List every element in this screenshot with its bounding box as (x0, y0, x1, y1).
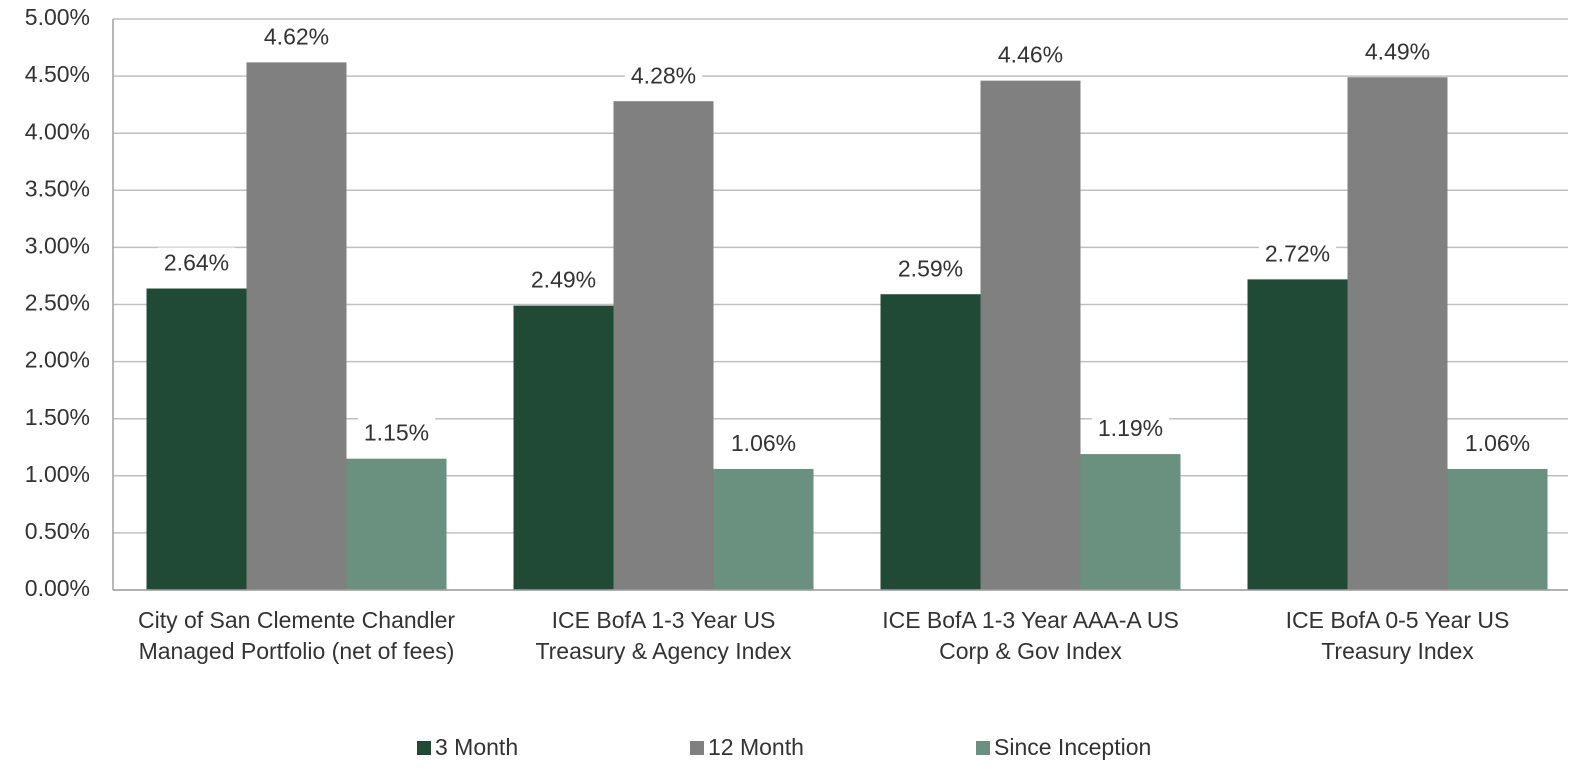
x-tick-label: Corp & Gov Index (939, 638, 1122, 664)
y-tick-label: 5.00% (25, 4, 90, 30)
bar (980, 80, 1081, 590)
y-tick-label: 2.50% (25, 290, 90, 316)
data-label: 4.28% (631, 62, 696, 88)
label-bg (1358, 36, 1437, 67)
legend-swatch (690, 741, 704, 755)
data-label: 1.06% (731, 430, 796, 456)
data-label: 2.72% (1265, 240, 1330, 266)
bar (880, 294, 981, 590)
legend-swatch (976, 741, 990, 755)
labels: 2.64% 4.62% 1.15% 2.49% 4.28% 1.06% 2.59% 4.46%… (157, 21, 1537, 459)
bar (1347, 77, 1448, 590)
x-tick-label: City of San Clemente Chandler (138, 607, 455, 633)
y-tick-label: 0.00% (25, 575, 90, 601)
bar (1247, 279, 1348, 590)
x-tick-label: Treasury & Agency Index (535, 638, 792, 664)
y-tick-label: 2.00% (25, 347, 90, 373)
data-label: 1.15% (364, 420, 429, 446)
data-label: 2.59% (898, 255, 963, 281)
bar (1447, 468, 1548, 590)
data-label: 1.19% (1098, 415, 1163, 441)
x-tick-label: Managed Portfolio (net of fees) (139, 638, 455, 664)
legend-label: Since Inception (994, 734, 1151, 760)
y-tick-label: 4.00% (25, 118, 90, 144)
legend-label: 3 Month (435, 734, 518, 760)
y-tick-label: 3.00% (25, 232, 90, 258)
legend-label: 12 Month (708, 734, 804, 760)
x-tick-label: ICE BofA 1-3 Year US (552, 607, 776, 633)
label-bg (524, 264, 603, 295)
data-label: 4.49% (1365, 38, 1430, 64)
label-bg (257, 21, 336, 52)
bar (1080, 454, 1181, 590)
bar (246, 62, 347, 591)
bar (713, 468, 814, 590)
label-bg (724, 428, 803, 459)
label-bg (1258, 238, 1337, 269)
bars (146, 62, 1548, 591)
y-tick-label: 3.50% (25, 175, 90, 201)
y-tick-label: 4.50% (25, 61, 90, 87)
data-label: 4.62% (264, 23, 329, 49)
label-bg (1458, 428, 1537, 459)
y-tick-label: 0.50% (25, 518, 90, 544)
data-label: 1.06% (1465, 430, 1530, 456)
label-bg (991, 39, 1070, 70)
data-label: 2.64% (164, 250, 229, 276)
label-bg (1091, 413, 1170, 444)
data-label: 4.46% (998, 42, 1063, 68)
label-bg (157, 247, 236, 278)
bar (346, 458, 447, 590)
bar (146, 288, 247, 590)
x-tick-label: ICE BofA 0-5 Year US (1286, 607, 1510, 633)
legend-swatch (417, 741, 431, 755)
x-tick-label: ICE BofA 1-3 Year AAA-A US (882, 607, 1179, 633)
y-tick-label: 1.50% (25, 404, 90, 430)
label-bg (891, 253, 970, 284)
data-label: 2.49% (531, 267, 596, 293)
x-tick-label: Treasury Index (1321, 638, 1474, 664)
bar (613, 101, 714, 590)
bar (513, 305, 614, 590)
label-bg (624, 60, 703, 91)
label-bg (357, 417, 436, 448)
y-tick-label: 1.00% (25, 461, 90, 487)
